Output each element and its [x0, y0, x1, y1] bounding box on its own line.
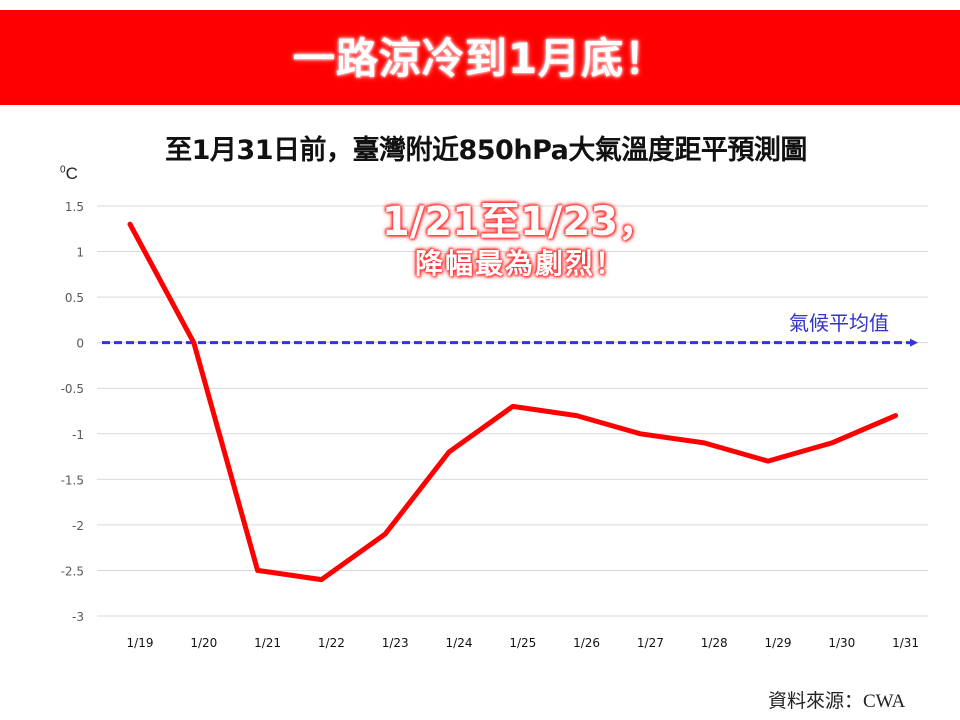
x-tick-label: 1/24 [446, 636, 473, 650]
x-tick-label: 1/19 [127, 636, 154, 650]
x-tick-label: 1/30 [828, 636, 855, 650]
chart-title: 至1月31日前，臺灣附近850hPa大氣溫度距平預測圖 [165, 135, 807, 166]
headline-banner: 一路涼冷到1月底！ [0, 10, 960, 105]
y-axis-unit: 0C [60, 164, 78, 184]
y-tick-label: -0.5 [61, 382, 84, 396]
x-tick-label: 1/28 [701, 636, 728, 650]
climate-average-label: 氣候平均值 [789, 311, 889, 335]
y-tick-label: -1.5 [61, 473, 84, 487]
y-tick-label: -1 [72, 428, 84, 442]
y-tick-label: -2 [72, 519, 84, 533]
x-tick-label: 1/25 [509, 636, 536, 650]
x-tick-label: 1/23 [382, 636, 409, 650]
y-tick-label: 1 [76, 246, 84, 260]
x-tick-label: 1/27 [637, 636, 664, 650]
y-tick-label: 1.5 [65, 200, 84, 214]
data-source: 資料來源：CWA [768, 691, 906, 712]
temperature-anomaly-line [127, 221, 899, 583]
y-tick-label: 0 [76, 337, 84, 351]
headline-title: 一路涼冷到1月底！ [292, 34, 668, 83]
chart-annotation: 1/21至1/23， 降幅最為劇烈！ [330, 198, 710, 282]
x-tick-label: 1/20 [190, 636, 217, 650]
annotation-line-2: 降幅最為劇烈！ [414, 247, 625, 280]
y-tick-label: 0.5 [65, 291, 84, 305]
unit-superscript: 0 [60, 164, 66, 176]
x-tick-label: 1/21 [254, 636, 281, 650]
y-tick-label: -3 [72, 610, 84, 624]
x-tick-label: 1/22 [318, 636, 345, 650]
annotation-line-1: 1/21至1/23， [381, 199, 659, 245]
x-tick-label: 1/31 [892, 636, 919, 650]
x-tick-label: 1/29 [765, 636, 792, 650]
unit-label: C [65, 164, 78, 183]
y-tick-label: -2.5 [61, 564, 84, 578]
x-tick-label: 1/26 [573, 636, 600, 650]
